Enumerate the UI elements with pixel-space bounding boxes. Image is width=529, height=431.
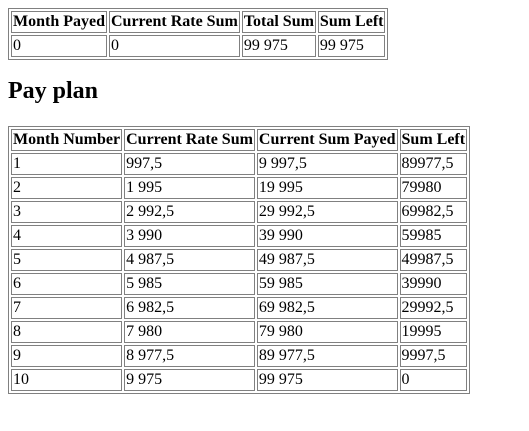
- pay-plan-body: 1 997,5 9 997,5 89977,5 2 1 995 19 995 79980 3 2 …: [11, 153, 468, 391]
- pay-plan-cell-current-sum-payed: 29 992,5: [256, 201, 398, 223]
- pay-plan-cell-current-rate-sum: 6 982,5: [124, 297, 255, 319]
- pay-plan-cell-sum-left: 9997,5: [399, 345, 468, 367]
- pay-plan-cell-current-sum-payed: 59 985: [256, 273, 398, 295]
- pay-plan-cell-current-sum-payed: 79 980: [256, 321, 398, 343]
- pay-plan-cell-month-number: 8: [11, 321, 123, 343]
- pay-plan-cell-current-sum-payed: 39 990: [256, 225, 398, 247]
- table-row: 1 997,5 9 997,5 89977,5: [11, 153, 468, 175]
- summary-header-current-rate-sum: Current Rate Sum: [109, 11, 240, 33]
- summary-cell-month-payed: 0: [11, 35, 107, 57]
- pay-plan-cell-current-sum-payed: 19 995: [256, 177, 398, 199]
- pay-plan-cell-month-number: 1: [11, 153, 123, 175]
- pay-plan-cell-current-sum-payed: 9 997,5: [256, 153, 398, 175]
- summary-table: Month Payed Current Rate Sum Total Sum S…: [8, 8, 389, 60]
- pay-plan-cell-current-rate-sum: 2 992,5: [124, 201, 255, 223]
- pay-plan-cell-current-rate-sum: 5 985: [124, 273, 255, 295]
- pay-plan-cell-current-rate-sum: 997,5: [124, 153, 255, 175]
- pay-plan-header-sum-left: Sum Left: [399, 129, 468, 151]
- table-row: 10 9 975 99 975 0: [11, 369, 468, 391]
- pay-plan-cell-month-number: 10: [11, 369, 123, 391]
- pay-plan-header-month-number: Month Number: [11, 129, 123, 151]
- pay-plan-cell-current-rate-sum: 9 975: [124, 369, 255, 391]
- summary-cell-sum-left: 99 975: [317, 35, 386, 57]
- pay-plan-cell-month-number: 9: [11, 345, 123, 367]
- summary-header-sum-left: Sum Left: [317, 11, 386, 33]
- summary-header-month-payed: Month Payed: [11, 11, 107, 33]
- pay-plan-cell-sum-left: 49987,5: [399, 249, 468, 271]
- summary-cell-current-rate-sum: 0: [109, 35, 240, 57]
- pay-plan-cell-current-sum-payed: 49 987,5: [256, 249, 398, 271]
- pay-plan-header-current-rate-sum: Current Rate Sum: [124, 129, 255, 151]
- summary-header-total-sum: Total Sum: [241, 11, 316, 33]
- pay-plan-cell-current-rate-sum: 4 987,5: [124, 249, 255, 271]
- pay-plan-cell-month-number: 2: [11, 177, 123, 199]
- pay-plan-cell-current-rate-sum: 1 995: [124, 177, 255, 199]
- pay-plan-header-current-sum-payed: Current Sum Payed: [256, 129, 398, 151]
- summary-header-row: Month Payed Current Rate Sum Total Sum S…: [11, 11, 386, 33]
- summary-cell-total-sum: 99 975: [241, 35, 316, 57]
- pay-plan-cell-sum-left: 39990: [399, 273, 468, 295]
- pay-plan-cell-current-rate-sum: 7 980: [124, 321, 255, 343]
- pay-plan-cell-current-rate-sum: 8 977,5: [124, 345, 255, 367]
- pay-plan-cell-sum-left: 89977,5: [399, 153, 468, 175]
- pay-plan-cell-sum-left: 0: [399, 369, 468, 391]
- pay-plan-cell-sum-left: 19995: [399, 321, 468, 343]
- pay-plan-cell-current-sum-payed: 89 977,5: [256, 345, 398, 367]
- pay-plan-cell-month-number: 7: [11, 297, 123, 319]
- pay-plan-header-row: Month Number Current Rate Sum Current Su…: [11, 129, 468, 151]
- summary-row: 0 0 99 975 99 975: [11, 35, 386, 57]
- pay-plan-cell-sum-left: 29992,5: [399, 297, 468, 319]
- pay-plan-cell-current-sum-payed: 99 975: [256, 369, 398, 391]
- pay-plan-cell-month-number: 5: [11, 249, 123, 271]
- pay-plan-cell-sum-left: 69982,5: [399, 201, 468, 223]
- pay-plan-table: Month Number Current Rate Sum Current Su…: [8, 126, 471, 394]
- pay-plan-cell-month-number: 3: [11, 201, 123, 223]
- pay-plan-cell-sum-left: 59985: [399, 225, 468, 247]
- pay-plan-cell-month-number: 6: [11, 273, 123, 295]
- pay-plan-cell-month-number: 4: [11, 225, 123, 247]
- pay-plan-title: Pay plan: [8, 78, 99, 104]
- pay-plan-cell-current-rate-sum: 3 990: [124, 225, 255, 247]
- pay-plan-cell-sum-left: 79980: [399, 177, 468, 199]
- pay-plan-cell-current-sum-payed: 69 982,5: [256, 297, 398, 319]
